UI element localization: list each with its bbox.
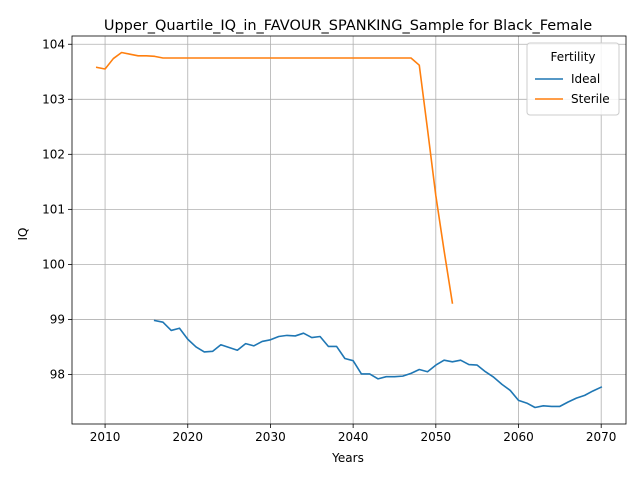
x-tick-label: 2070 [586, 430, 617, 444]
y-axis-label: IQ [16, 228, 30, 241]
legend-label-sterile: Sterile [571, 92, 610, 106]
x-tick-label: 2060 [503, 430, 534, 444]
x-tick-label: 2020 [172, 430, 203, 444]
x-tick-label: 2030 [255, 430, 286, 444]
legend-title: Fertility [550, 50, 595, 64]
series-lines [95, 51, 603, 409]
y-tick-label: 102 [42, 147, 65, 161]
series-line-ideal [153, 319, 603, 409]
chart-title: Upper_Quartile_IQ_in_FAVOUR_SPANKING_Sam… [104, 18, 592, 34]
y-tick-label: 103 [42, 92, 65, 106]
legend-box [526, 42, 620, 116]
y-axis-ticks: 98 99 100 101 102 103 104 [42, 37, 72, 381]
series-line-sterile [95, 51, 454, 304]
x-axis-label: Years [331, 451, 364, 465]
y-tick-label: 98 [50, 367, 65, 381]
y-tick-label: 101 [42, 202, 65, 216]
plot-area-frame [71, 35, 627, 425]
y-tick-label: 99 [50, 312, 65, 326]
grid [72, 36, 626, 424]
legend: Fertility Ideal Sterile [526, 42, 620, 116]
x-tick-label: 2010 [90, 430, 121, 444]
x-axis-ticks: 2010 2020 2030 2040 2050 2060 2070 [90, 424, 617, 444]
y-tick-label: 104 [42, 37, 65, 51]
legend-label-ideal: Ideal [571, 72, 600, 86]
x-tick-label: 2040 [338, 430, 369, 444]
x-tick-label: 2050 [421, 430, 452, 444]
y-tick-label: 100 [42, 257, 65, 271]
